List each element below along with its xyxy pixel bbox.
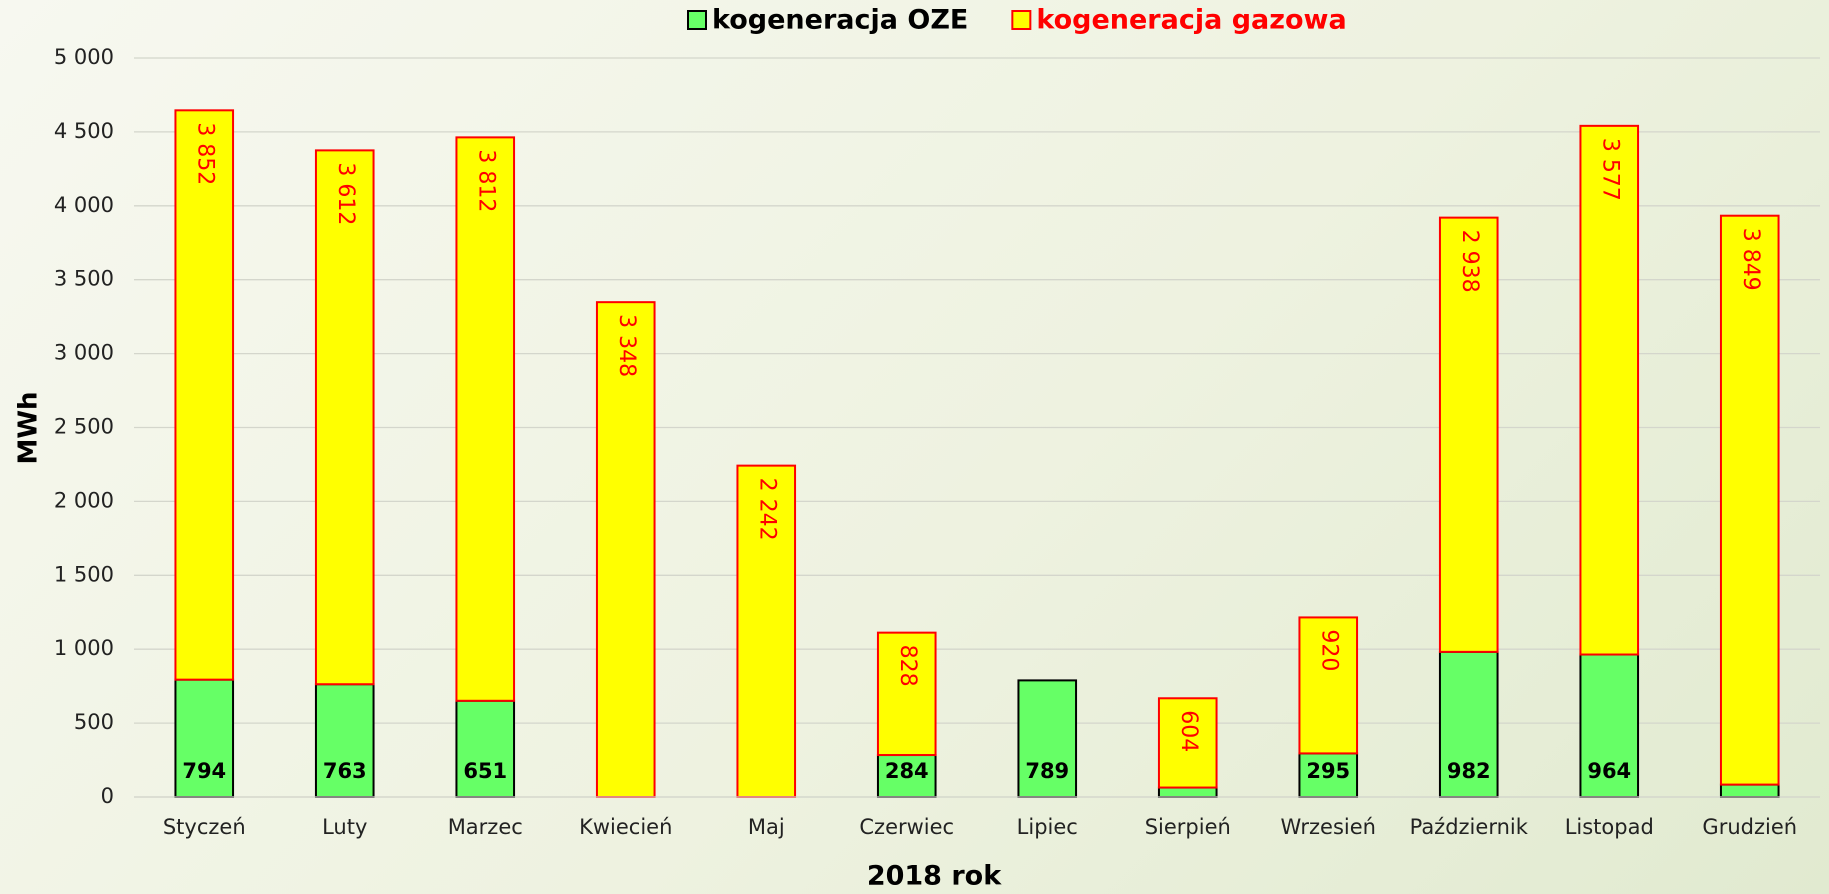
bar-segment: [314, 683, 375, 798]
value-label: 964: [1587, 759, 1631, 783]
x-tick-label: Sierpień: [1145, 815, 1231, 839]
x-tick-label: Czerwiec: [859, 815, 954, 839]
bar-segment: [1719, 214, 1780, 786]
bar-segment: [314, 149, 375, 686]
y-tick-label: 1 500: [54, 562, 114, 586]
value-label: 651: [463, 759, 507, 783]
bar-segment: [1157, 697, 1218, 789]
y-tick-label: 4 500: [54, 119, 114, 143]
legend-label: kogeneracja gazowa: [1036, 5, 1346, 36]
y-tick-label: 5 000: [54, 45, 114, 69]
bar-segment: [736, 464, 797, 798]
y-tick-label: 500: [74, 710, 114, 734]
bar-segment: [1579, 124, 1640, 656]
x-tick-label: Grudzień: [1702, 815, 1797, 839]
value-label: 763: [323, 759, 367, 783]
bar-segment: [455, 699, 516, 799]
y-tick-label: 2 500: [54, 415, 114, 439]
y-tick-label: 3 000: [54, 341, 114, 365]
x-tick-label: Październik: [1410, 815, 1529, 839]
bar-segment: [1719, 783, 1780, 798]
bar-segment: [1017, 679, 1078, 798]
bar-segment: [1298, 616, 1359, 755]
value-label: 3 849: [1738, 228, 1763, 291]
x-tick-label: Listopad: [1565, 815, 1654, 839]
bar-segment: [595, 301, 656, 798]
value-label: 828: [895, 645, 920, 687]
x-tick-label: Marzec: [448, 815, 523, 839]
y-tick-label: 2 000: [54, 488, 114, 512]
legend-swatch: [1011, 10, 1032, 30]
value-label: 3 812: [473, 149, 498, 212]
y-tick-label: 0: [101, 784, 114, 808]
bar-segment: [1298, 752, 1359, 798]
x-tick-label: Lipiec: [1017, 815, 1078, 839]
bar-segment: [174, 678, 235, 798]
x-tick-label: Kwiecień: [579, 815, 672, 839]
legend-label: kogeneracja OZE: [712, 5, 968, 36]
bar-segment: [1438, 216, 1499, 653]
value-label: 3 577: [1597, 138, 1622, 201]
legend-swatch: [687, 10, 707, 30]
x-tick-label: Luty: [322, 815, 367, 839]
bar-segment: [876, 631, 937, 757]
value-label: 604: [1176, 710, 1201, 752]
value-label: 2 938: [1457, 230, 1482, 293]
value-label: 295: [1306, 759, 1350, 783]
x-tick-label: Maj: [748, 815, 785, 839]
y-tick-label: 4 000: [54, 193, 114, 217]
y-tick-label: 1 000: [54, 636, 114, 660]
value-label: 920: [1316, 629, 1341, 671]
bar-segment: [1438, 650, 1499, 799]
y-axis-title: MWh: [14, 391, 44, 464]
x-tick-label: Wrzesień: [1281, 815, 1376, 839]
value-label: 2 242: [754, 478, 779, 541]
bar-segment: [455, 136, 516, 702]
value-label: 3 852: [192, 122, 217, 185]
y-tick-label: 3 500: [54, 267, 114, 291]
value-label: 3 612: [333, 162, 358, 225]
value-label: 284: [885, 759, 929, 783]
bar-segment: [174, 109, 235, 681]
value-label: 794: [182, 759, 226, 783]
x-tick-label: Styczeń: [163, 815, 246, 839]
bar-segment: [1157, 786, 1218, 798]
value-label: 789: [1025, 759, 1069, 783]
value-label: 982: [1447, 759, 1491, 783]
value-label: 3 348: [614, 314, 639, 377]
x-axis-title: 2018 rok: [867, 861, 1002, 892]
